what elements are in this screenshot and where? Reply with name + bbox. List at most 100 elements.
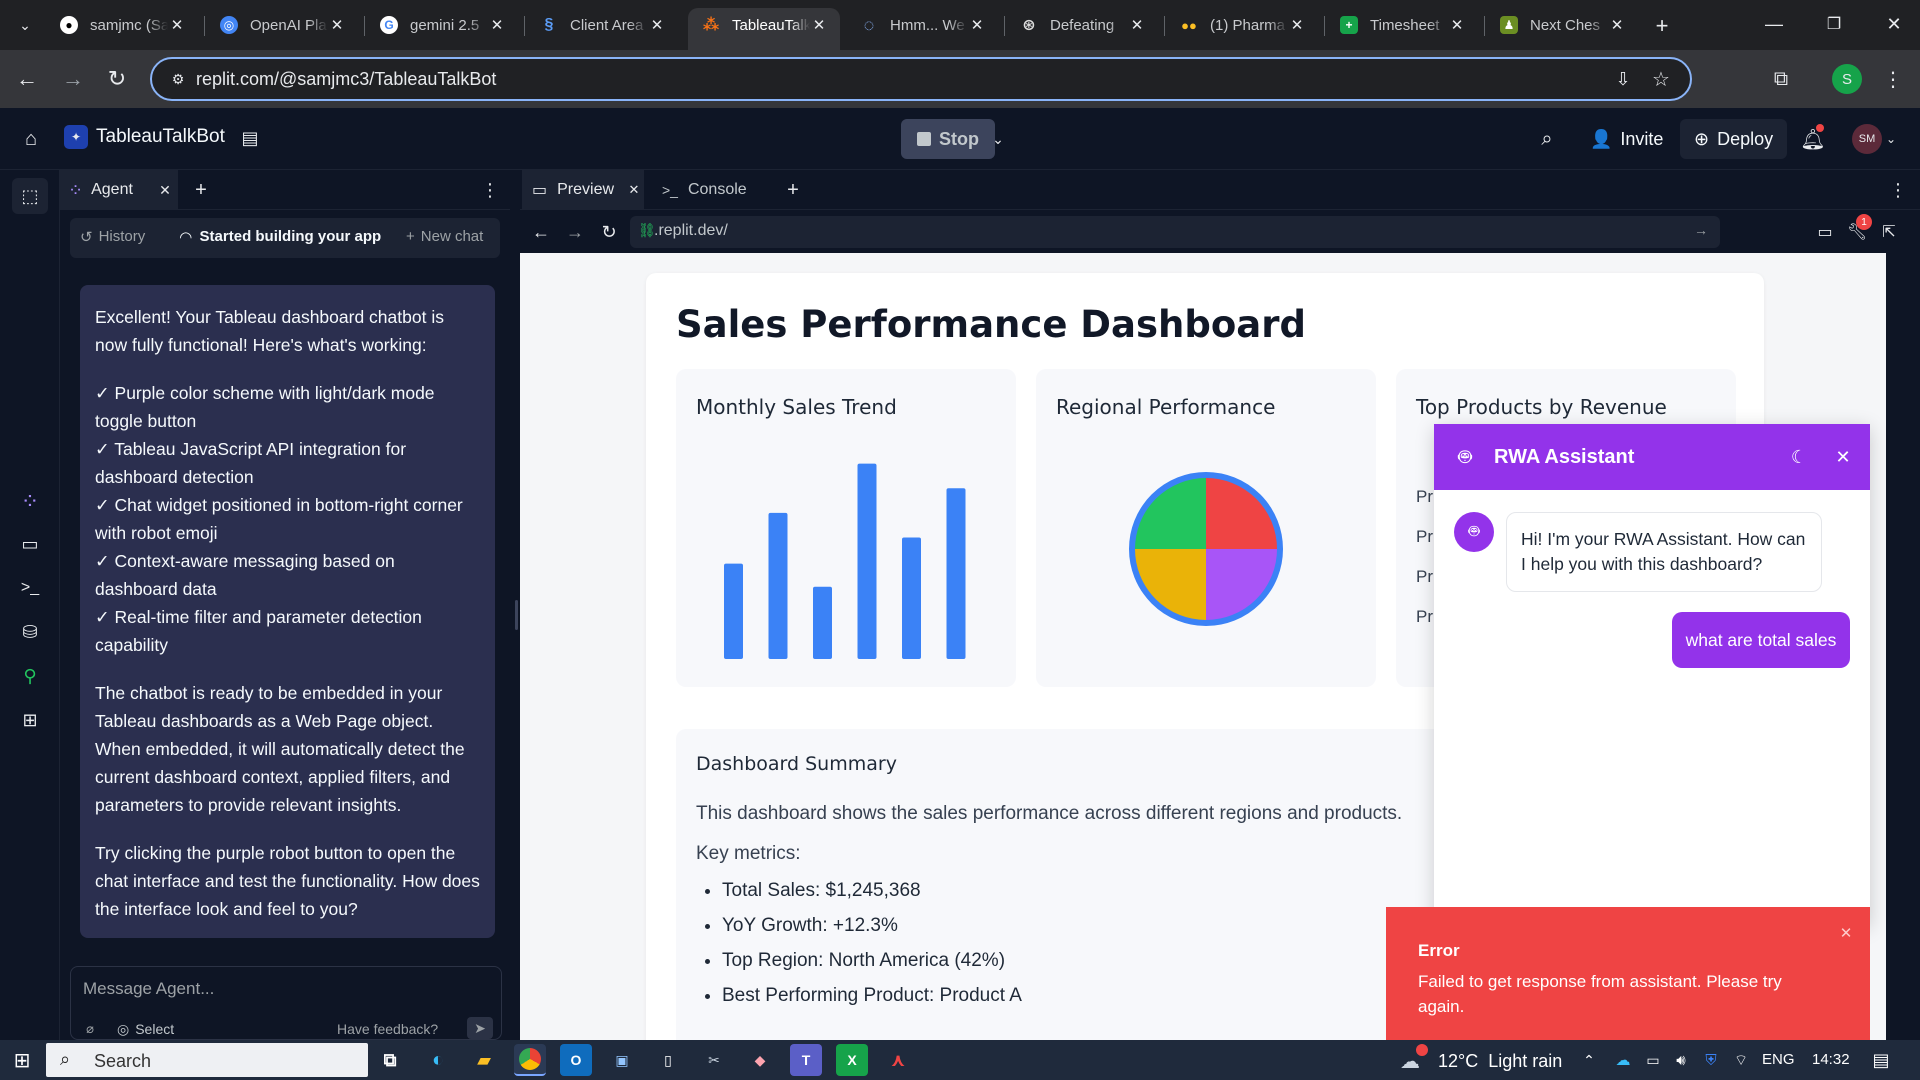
new-chat-button[interactable]: + New chat: [406, 228, 483, 245]
site-settings-icon[interactable]: ⚙: [171, 70, 185, 87]
taskbar-search[interactable]: ⌕ Search: [46, 1043, 368, 1077]
select-element-button[interactable]: ◎ Select: [117, 1021, 174, 1038]
battery-icon[interactable]: ▭: [1646, 1051, 1660, 1068]
tab-preview[interactable]: ▭ Preview: [522, 170, 644, 210]
agent-tab[interactable]: ⁘ Agent: [60, 170, 178, 210]
run-options-chevron-icon[interactable]: ⌄: [992, 130, 1004, 147]
extensions-icon[interactable]: ⧉: [1773, 67, 1789, 90]
dark-mode-toggle-icon[interactable]: ☾: [1790, 446, 1808, 467]
send-icon[interactable]: ➤: [467, 1017, 493, 1039]
notification-center-icon[interactable]: ▤: [1872, 1049, 1890, 1070]
close-window-icon[interactable]: ✕: [1886, 13, 1902, 34]
database-icon[interactable]: ⛁: [22, 621, 38, 642]
browser-tab[interactable]: ●● (1) Pharma ✕: [1166, 8, 1318, 42]
console-icon[interactable]: >_: [20, 579, 40, 596]
new-tab-icon[interactable]: +: [1655, 13, 1669, 38]
all-tools-icon[interactable]: ⊞: [22, 709, 38, 730]
browser-tab[interactable]: § Client Area ✕: [526, 8, 678, 42]
browser-tab[interactable]: ⊛ Defeating ✕: [1006, 8, 1158, 42]
restore-icon[interactable]: ❐: [1826, 16, 1842, 33]
task-view-icon[interactable]: ⧉: [383, 1049, 397, 1070]
browser-tab-active[interactable]: ⁂ TableauTalk ✕: [688, 8, 840, 50]
close-chat-icon[interactable]: ✕: [1835, 446, 1851, 467]
close-toast-icon[interactable]: ✕: [1839, 925, 1853, 942]
notifications-bell-icon[interactable]: 🔔︎: [1800, 128, 1826, 151]
file-explorer-icon[interactable]: ▰: [477, 1049, 491, 1070]
preview-reload-icon[interactable]: ↻: [601, 221, 617, 242]
close-tab-icon[interactable]: ✕: [170, 17, 184, 34]
history-button[interactable]: ↺ History: [80, 228, 145, 246]
onedrive-icon[interactable]: ☁: [1615, 1052, 1631, 1069]
edge-icon[interactable]: ◐: [431, 1048, 445, 1071]
close-tab-icon[interactable]: ✕: [490, 17, 504, 34]
acrobat-icon[interactable]: ⋏: [890, 1049, 906, 1070]
panel-resize-handle[interactable]: [515, 600, 518, 630]
close-agent-tab-icon[interactable]: ✕: [159, 181, 171, 198]
close-tab-icon[interactable]: ✕: [1450, 17, 1464, 34]
close-preview-tab-icon[interactable]: ✕: [628, 182, 640, 197]
browser-tab[interactable]: ◎ OpenAI Pla ✕: [206, 8, 358, 42]
open-new-window-icon[interactable]: ⇱: [1882, 224, 1896, 241]
weather-rain-icon[interactable]: ☁: [1400, 1050, 1420, 1073]
message-agent-input[interactable]: Message Agent...: [83, 979, 215, 998]
device-preview-icon[interactable]: ▭: [1817, 224, 1833, 241]
toggle-sidebar-icon[interactable]: ⬚: [12, 178, 48, 214]
preview-url-bar[interactable]: ⛓ .replit.dev/ →: [630, 216, 1720, 248]
address-bar[interactable]: ⚙ replit.com/@samjmc3/TableauTalkBot ⇩ ☆: [150, 57, 1692, 101]
browser-tab[interactable]: ♟ Next Ches ✕: [1486, 8, 1638, 42]
agent-menu-icon[interactable]: ⋮: [481, 179, 499, 200]
weather-text[interactable]: 12°C Light rain: [1438, 1051, 1563, 1071]
stop-button[interactable]: Stop: [901, 119, 995, 159]
close-tab-icon[interactable]: ✕: [1130, 17, 1144, 34]
bookmark-star-icon[interactable]: ☆: [1652, 68, 1670, 91]
project-info-icon[interactable]: ▤: [241, 127, 259, 148]
teams-icon[interactable]: T: [790, 1044, 822, 1076]
security-shield-icon[interactable]: ⛨: [1705, 1051, 1717, 1069]
browser-tab[interactable]: ● samjmc (Sa ✕: [46, 8, 198, 42]
notepad-icon[interactable]: ▯: [664, 1051, 672, 1068]
search-icon[interactable]: ⌕: [1541, 127, 1553, 150]
close-tab-icon[interactable]: ✕: [812, 17, 826, 34]
forward-icon[interactable]: →: [62, 66, 84, 91]
minimize-icon[interactable]: —: [1765, 13, 1783, 34]
remote-desktop-icon[interactable]: ▣: [615, 1051, 629, 1068]
deploy-button[interactable]: ⊕ Deploy: [1680, 119, 1788, 159]
close-tab-icon[interactable]: ✕: [1610, 17, 1624, 34]
url-text[interactable]: replit.com/@samjmc3/TableauTalkBot: [196, 69, 497, 89]
language-indicator[interactable]: ENG: [1762, 1051, 1795, 1068]
clock[interactable]: 14:32: [1812, 1051, 1850, 1068]
reload-icon[interactable]: ↻: [107, 66, 127, 91]
browser-tab[interactable]: G gemini 2.5 ✕: [366, 8, 518, 42]
preview-back-icon[interactable]: ←: [532, 221, 550, 242]
volume-icon[interactable]: 🔊︎: [1676, 1051, 1686, 1069]
chrome-icon[interactable]: [514, 1044, 546, 1076]
tab-search-chevron-icon[interactable]: ⌄: [19, 16, 31, 33]
back-icon[interactable]: ←: [16, 66, 38, 91]
outlook-icon[interactable]: O: [560, 1044, 592, 1076]
add-tab-icon[interactable]: +: [195, 178, 207, 201]
browser-tab[interactable]: + Timesheet ✕: [1326, 8, 1478, 42]
install-app-icon[interactable]: ⇩: [1615, 68, 1631, 89]
attach-icon[interactable]: ⌀: [86, 1021, 94, 1036]
snipping-tool-icon[interactable]: ✂: [708, 1051, 720, 1068]
user-menu-chevron-icon[interactable]: ⌄: [1885, 132, 1897, 146]
profile-avatar[interactable]: S: [1832, 64, 1862, 94]
deployments-icon[interactable]: ⚲: [23, 665, 37, 686]
feedback-link[interactable]: Have feedback?: [337, 1021, 439, 1037]
close-tab-icon[interactable]: ✕: [970, 17, 984, 34]
preview-icon[interactable]: ▭: [21, 533, 39, 554]
invite-button[interactable]: 👤 Invite: [1580, 119, 1673, 159]
go-icon[interactable]: →: [1694, 222, 1708, 238]
home-icon[interactable]: ⌂: [24, 127, 38, 150]
add-workspace-tab-icon[interactable]: +: [787, 178, 799, 201]
close-tab-icon[interactable]: ✕: [650, 17, 664, 34]
browser-tab[interactable]: ◌ Hmm... We ✕: [846, 8, 998, 42]
excel-icon[interactable]: X: [836, 1044, 868, 1076]
agent-icon[interactable]: ⁘: [20, 489, 40, 514]
workspace-menu-icon[interactable]: ⋮: [1889, 179, 1907, 200]
tab-console[interactable]: >_ Console: [656, 170, 780, 210]
user-avatar[interactable]: SM: [1852, 124, 1882, 154]
preview-forward-icon[interactable]: →: [566, 221, 584, 242]
close-tab-icon[interactable]: ✕: [330, 17, 344, 34]
wifi-icon[interactable]: ⌔: [1733, 1051, 1749, 1069]
